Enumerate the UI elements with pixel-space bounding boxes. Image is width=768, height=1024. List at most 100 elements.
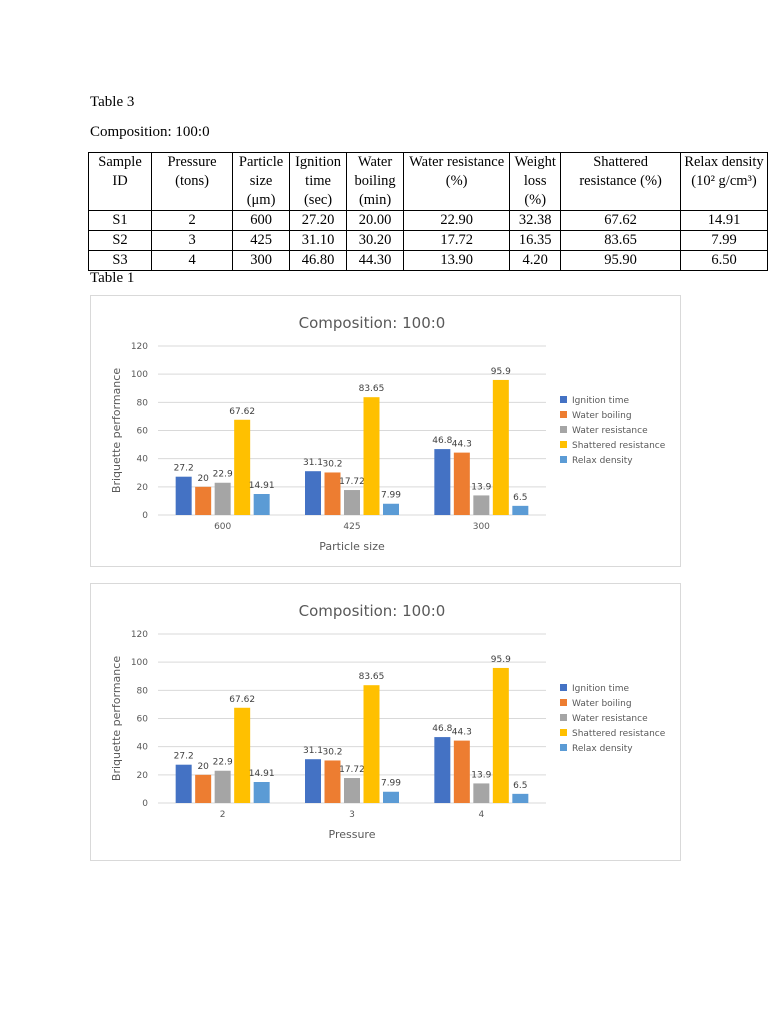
data-label: 17.72 <box>339 765 365 775</box>
header-cell: Relax density (10² g/cm³) <box>680 152 768 211</box>
y-tick-label: 0 <box>142 511 148 521</box>
y-tick-label: 60 <box>137 427 149 437</box>
bar <box>214 770 231 803</box>
y-axis-label: Briquette performance <box>110 368 123 493</box>
x-tick-label: 3 <box>349 810 355 820</box>
header-cell: Ignition time (sec) <box>289 152 348 211</box>
legend-swatch <box>560 729 567 736</box>
bar <box>195 774 212 803</box>
data-label: 31.1 <box>303 458 323 468</box>
bar <box>453 740 470 803</box>
legend-item: Water resistance <box>572 714 648 724</box>
bar <box>253 782 270 803</box>
data-label: 27.2 <box>174 752 194 762</box>
table-cell: 4 <box>151 250 234 271</box>
data-label: 95.9 <box>491 367 511 377</box>
header-cell: Pressure (tons) <box>151 152 234 211</box>
bar <box>344 490 360 515</box>
table-cell: 67.62 <box>560 210 681 231</box>
y-tick-label: 0 <box>142 799 148 809</box>
x-tick-label: 425 <box>343 522 360 532</box>
table-cell: 6.50 <box>680 250 768 271</box>
x-tick-label: 4 <box>478 810 484 820</box>
legend-swatch <box>560 456 567 463</box>
data-label: 83.65 <box>359 672 385 682</box>
chart-title: Composition: 100:0 <box>299 602 446 620</box>
data-table: Sample ID Pressure (tons) Particle size … <box>87 152 768 271</box>
data-label: 13.9 <box>471 482 491 492</box>
table-cell: 600 <box>232 210 291 231</box>
y-axis-label: Briquette performance <box>110 656 123 781</box>
y-tick-label: 60 <box>137 715 149 725</box>
table-cell: 20.00 <box>346 210 405 231</box>
bar <box>305 471 321 515</box>
header-cell: Water boiling (min) <box>346 152 405 211</box>
bar <box>383 791 399 803</box>
table-label: Table 3 <box>90 94 135 110</box>
table-cell: 44.30 <box>346 250 405 271</box>
table-cell: 31.10 <box>289 230 348 251</box>
bar <box>234 707 251 803</box>
header-cell: Shattered resistance (%) <box>560 152 681 211</box>
bar <box>324 472 341 515</box>
legend-swatch <box>560 426 567 433</box>
bar <box>214 482 231 515</box>
legend-item: Relax density <box>572 456 633 466</box>
bar <box>305 759 321 803</box>
data-label: 83.65 <box>359 384 385 394</box>
data-label: 6.5 <box>513 493 527 503</box>
legend-swatch <box>560 441 567 448</box>
legend-item: Ignition time <box>572 396 629 406</box>
legend-item: Water resistance <box>572 426 648 436</box>
table-cell: 22.90 <box>403 210 511 231</box>
bar <box>363 685 380 803</box>
bar <box>324 760 341 803</box>
x-tick-label: 300 <box>473 522 490 532</box>
data-label: 30.2 <box>322 747 342 757</box>
bar <box>363 397 380 515</box>
table-cell: S3 <box>87 250 153 271</box>
chart-title: Composition: 100:0 <box>299 314 446 332</box>
table-cell: 3 <box>151 230 234 251</box>
legend-item: Water boiling <box>572 411 632 421</box>
data-label: 7.99 <box>381 779 401 789</box>
data-label: 44.3 <box>452 728 472 738</box>
table-cell: 27.20 <box>289 210 348 231</box>
bar <box>253 494 270 515</box>
y-tick-label: 100 <box>131 658 148 668</box>
y-tick-label: 100 <box>131 370 148 380</box>
data-label: 20 <box>197 474 209 484</box>
table-row: S3 4 300 46.80 44.30 13.90 4.20 95.90 6.50 <box>87 250 768 271</box>
legend-item: Water boiling <box>572 699 632 709</box>
header-cell: Particle size (μm) <box>232 152 291 211</box>
data-label: 46.8 <box>432 436 452 446</box>
chart-pressure: Composition: 100:0 0 20 40 60 80 100 120 27.2 20 2… <box>90 583 681 861</box>
legend-swatch <box>560 744 567 751</box>
table-cell: 14.91 <box>680 210 768 231</box>
data-label: 44.3 <box>452 440 472 450</box>
bar <box>234 419 251 515</box>
bar <box>453 452 470 515</box>
table-header-row: Sample ID Pressure (tons) Particle size … <box>87 152 768 211</box>
table-cell: 95.90 <box>560 250 681 271</box>
table-cell: 83.65 <box>560 230 681 251</box>
data-label: 13.9 <box>471 770 491 780</box>
data-label: 7.99 <box>381 491 401 501</box>
header-cell: Sample ID <box>87 152 153 211</box>
header-cell: Water resistance (%) <box>403 152 511 211</box>
y-tick-label: 40 <box>137 743 149 753</box>
bar <box>383 503 399 515</box>
y-tick-label: 80 <box>137 398 149 408</box>
data-label: 17.72 <box>339 477 365 487</box>
composition-label: Composition: 100:0 <box>90 124 210 140</box>
data-label: 14.91 <box>249 769 275 779</box>
y-tick-label: 120 <box>131 342 148 352</box>
table-cell: 30.20 <box>346 230 405 251</box>
bar <box>512 505 529 515</box>
table-cell: 425 <box>232 230 291 251</box>
legend-item: Ignition time <box>572 684 629 694</box>
data-label: 20 <box>197 762 209 772</box>
bar <box>473 783 490 803</box>
header-cell: Weight loss (%) <box>509 152 562 211</box>
